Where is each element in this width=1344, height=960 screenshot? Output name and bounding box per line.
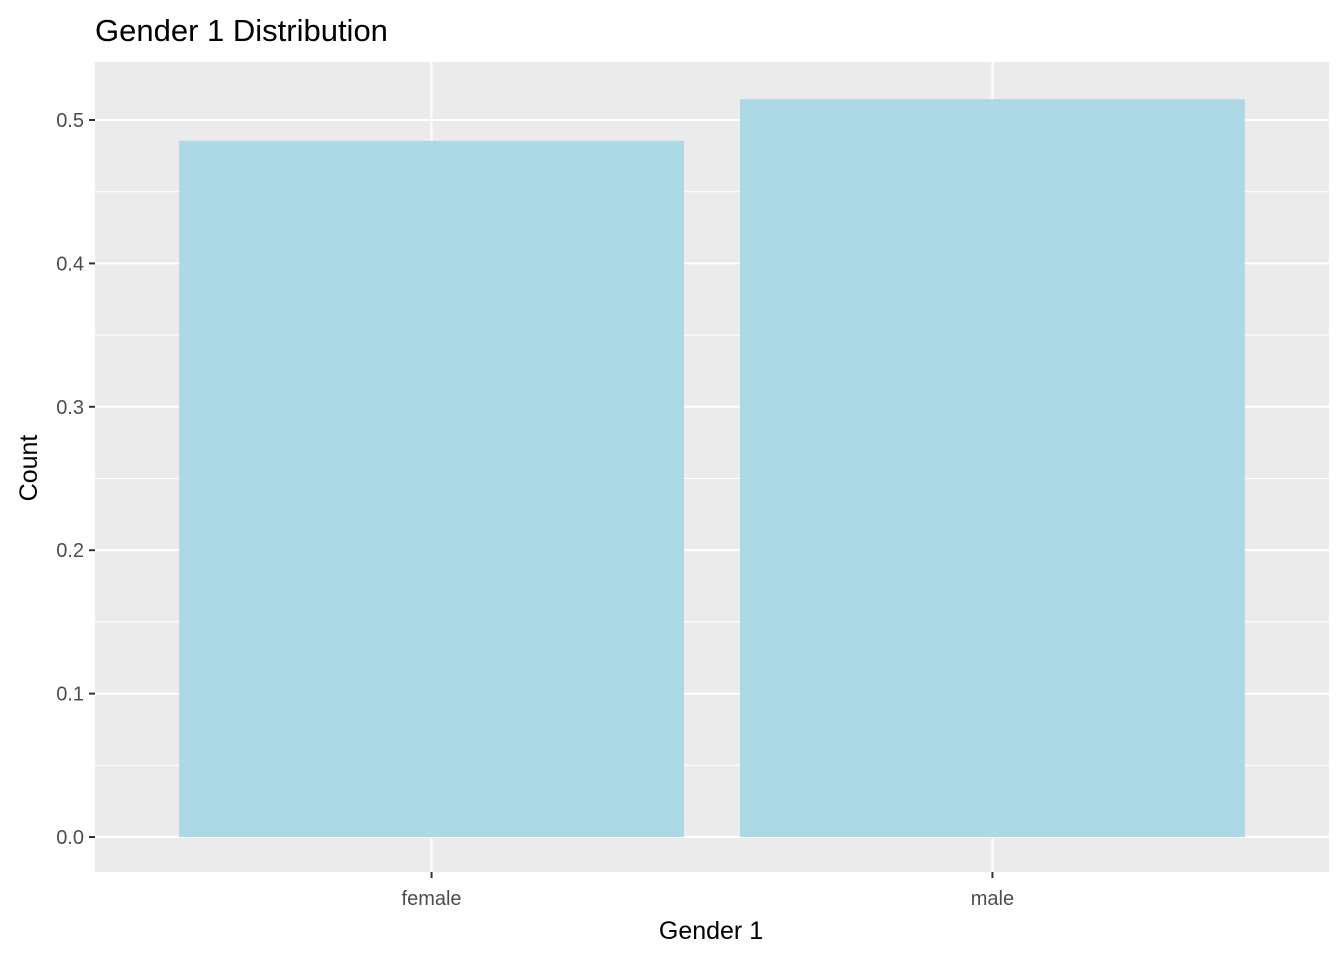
y-tick-label: 0.3	[56, 397, 84, 419]
x-axis: female male	[402, 872, 1014, 910]
y-tick-label: 0.1	[56, 684, 84, 706]
bars	[179, 99, 1245, 838]
y-tick-label: 0.5	[56, 110, 84, 132]
chart-title: Gender 1 Distribution	[95, 13, 388, 48]
bar-male	[740, 99, 1245, 837]
x-tick-label: male	[971, 888, 1014, 910]
x-tick-label: female	[402, 888, 462, 910]
y-tick-label: 0.4	[56, 253, 84, 275]
y-axis: 0.0 0.1 0.2 0.3 0.4 0.5	[56, 110, 95, 849]
y-tick-label: 0.0	[56, 827, 84, 849]
y-tick-label: 0.2	[56, 540, 84, 562]
bar-female	[179, 140, 684, 838]
y-axis-title: Count	[15, 435, 43, 502]
x-axis-title: Gender 1	[659, 917, 763, 945]
